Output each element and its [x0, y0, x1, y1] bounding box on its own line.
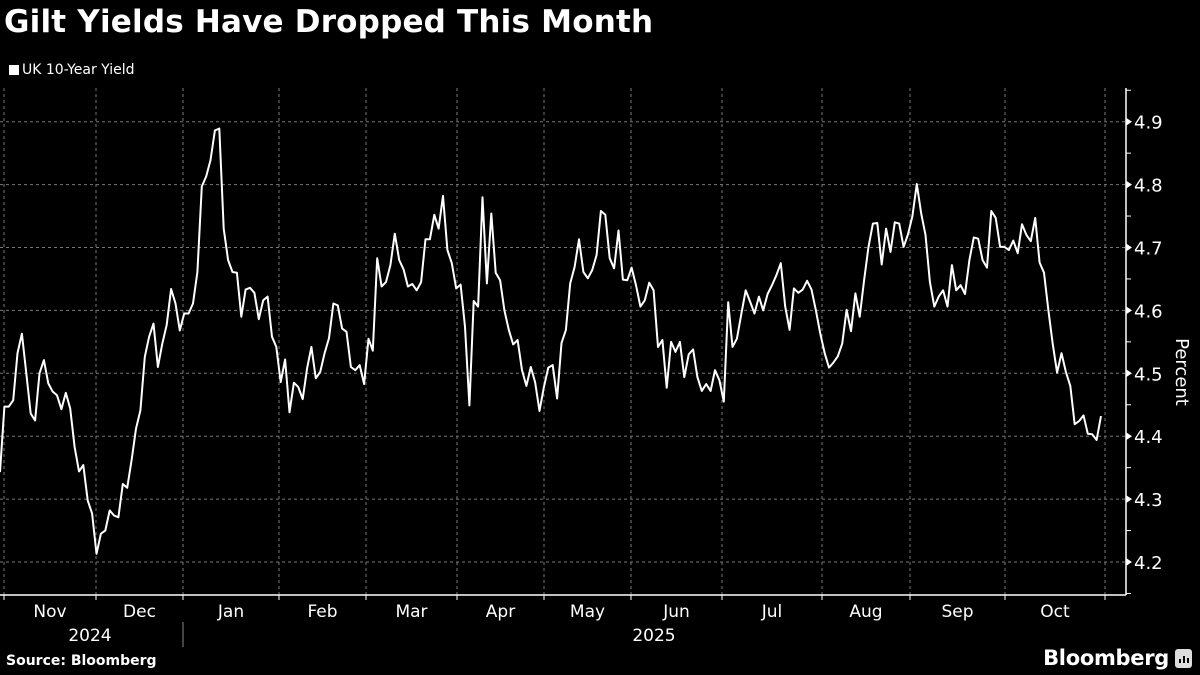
y-axis-label: Percent — [1171, 338, 1192, 406]
bloomberg-chart-icon — [1175, 648, 1192, 668]
x-tick-label: Mar — [395, 602, 427, 622]
legend-label: UK 10-Year Yield — [22, 62, 135, 78]
series-line-uk-10-year-yield — [0, 127, 1102, 555]
legend-swatch — [9, 65, 19, 75]
brand-name: Bloomberg — [1043, 646, 1169, 670]
x-tick-label: Jul — [761, 602, 783, 622]
y-tick-label: 4.3 — [1134, 490, 1163, 511]
y-tick-label: 4.6 — [1134, 301, 1163, 322]
y-tick-label: 4.9 — [1134, 113, 1163, 134]
y-tick-mark — [1126, 306, 1132, 315]
y-tick-mark — [1126, 180, 1132, 189]
y-tick-mark — [1126, 369, 1132, 378]
x-tick-label: Feb — [307, 602, 337, 622]
y-tick-label: 4.5 — [1134, 364, 1163, 385]
y-tick-label: 4.7 — [1134, 239, 1163, 260]
y-tick-label: 4.4 — [1134, 427, 1163, 448]
x-tick-label: Sep — [941, 602, 973, 622]
y-tick-mark — [1126, 117, 1132, 126]
legend: UK 10-Year Yield — [9, 62, 135, 78]
x-tick-label: Dec — [123, 602, 156, 622]
x-year-label: 2024 — [68, 626, 111, 646]
x-tick-label: May — [570, 602, 605, 622]
y-tick-label: 4.8 — [1134, 176, 1163, 197]
y-tick-mark — [1126, 495, 1132, 504]
y-tick-mark — [1126, 558, 1132, 566]
x-tick-label: Apr — [486, 602, 515, 622]
x-year-label: 2025 — [632, 626, 675, 646]
y-tick-mark — [1126, 432, 1132, 441]
x-tick-label: Nov — [33, 602, 66, 622]
bloomberg-logo: Bloomberg — [1043, 646, 1192, 670]
x-tick-label: Jun — [662, 602, 690, 622]
x-tick-label: Jan — [217, 602, 244, 622]
grid — [0, 88, 1126, 595]
y-tick-mark — [1126, 243, 1132, 252]
x-tick-label: Aug — [849, 602, 882, 622]
chart-title: Gilt Yields Have Dropped This Month — [4, 4, 654, 40]
y-tick-label: 4.2 — [1134, 553, 1163, 574]
source-note: Source: Bloomberg — [6, 653, 157, 669]
axes: 4.2 4.3 4.4 4.5 4.6 4.7 4.8 4.9 Nov Dec Jan Feb Mar A… — [0, 88, 1163, 647]
x-tick-label: Oct — [1040, 602, 1070, 622]
